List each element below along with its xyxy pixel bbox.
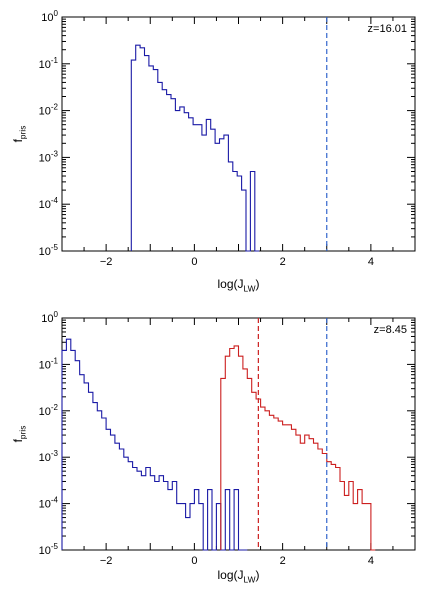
y-tick-label: 10-5 (39, 542, 59, 557)
x-tick-label: 4 (368, 256, 374, 268)
y-tick-label: 10-2 (39, 103, 59, 118)
x-tick-label: 0 (191, 256, 197, 268)
y-tick-label: 10-5 (39, 243, 59, 258)
y-tick-label: 100 (41, 310, 58, 325)
y-tick-label: 10-4 (39, 196, 59, 211)
x-tick-label: 4 (368, 555, 374, 567)
x-axis-label: log(JLW) (218, 568, 260, 585)
y-axis-label: fpris (11, 126, 28, 143)
y-axis-label: fpris (11, 426, 28, 443)
y-tick-label: 10-3 (39, 149, 59, 164)
x-axis-label: log(JLW) (218, 277, 260, 294)
y-tick-label: 10-2 (39, 403, 59, 418)
y-tick-label: 10-4 (39, 496, 59, 511)
y-tick-label: 100 (41, 9, 58, 24)
redshift-annotation: z=16.01 (368, 23, 407, 35)
redshift-annotation: z=8.45 (374, 324, 407, 336)
series-1-histogram-line (220, 345, 376, 551)
x-tick-label: 2 (280, 256, 286, 268)
y-tick-label: 10-3 (39, 449, 59, 464)
x-tick-label: −2 (100, 256, 113, 268)
x-tick-label: 2 (280, 555, 286, 567)
top-panel: −2 0 2 4 10-5 10-4 10-3 10-2 10-1 100 z=16.01 log(J… (11, 9, 416, 294)
y-tick-label: 10-1 (39, 356, 59, 371)
x-tick-label: 0 (191, 555, 197, 567)
x-tick-label: −2 (100, 555, 113, 567)
bottom-panel: −2 0 2 4 10-5 10-4 10-3 10-2 10-1 100 z=8.45 log(JL… (11, 310, 416, 585)
plot-frame (61, 16, 416, 252)
series-0-histogram-line (130, 44, 260, 252)
series-0-histogram-line (61, 338, 248, 551)
y-tick-label: 10-1 (39, 56, 59, 71)
